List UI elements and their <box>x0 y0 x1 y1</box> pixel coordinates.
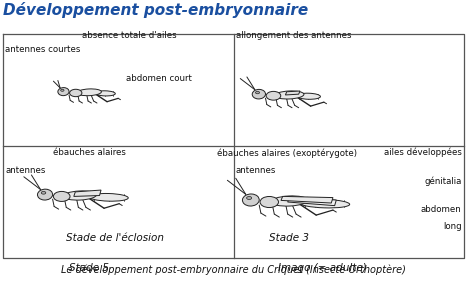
Ellipse shape <box>89 194 128 201</box>
Ellipse shape <box>41 191 46 194</box>
Ellipse shape <box>61 89 64 91</box>
Ellipse shape <box>53 191 70 201</box>
Ellipse shape <box>70 89 82 97</box>
Text: abdomen court: abdomen court <box>127 74 192 83</box>
Polygon shape <box>281 196 333 203</box>
Text: abdomen: abdomen <box>421 205 462 214</box>
Ellipse shape <box>95 91 115 96</box>
Ellipse shape <box>252 89 266 99</box>
Polygon shape <box>285 91 300 95</box>
Text: Développement post-embryonnaire: Développement post-embryonnaire <box>3 2 308 18</box>
Text: antennes courtes: antennes courtes <box>5 46 81 55</box>
Polygon shape <box>288 198 336 206</box>
Polygon shape <box>74 190 101 196</box>
Ellipse shape <box>37 189 53 200</box>
Text: Imago (= adulte): Imago (= adulte) <box>277 263 366 273</box>
Text: ébauches alaires (exoptérygote): ébauches alaires (exoptérygote) <box>217 149 357 158</box>
Text: ébauches alaires: ébauches alaires <box>53 148 126 157</box>
Ellipse shape <box>266 91 281 100</box>
Text: antennes: antennes <box>236 166 276 175</box>
Ellipse shape <box>260 196 278 208</box>
Text: Stade 5: Stade 5 <box>69 263 109 273</box>
Ellipse shape <box>297 93 320 99</box>
Ellipse shape <box>63 191 97 200</box>
Text: génitalia: génitalia <box>425 177 462 186</box>
Text: Le développement post-embryonnaire du Criquet (Insecte Orthoptère): Le développement post-embryonnaire du Cr… <box>61 265 406 275</box>
Text: absence totale d'ailes: absence totale d'ailes <box>82 31 177 40</box>
Ellipse shape <box>247 196 252 200</box>
Text: Stade de l'éclosion: Stade de l'éclosion <box>66 233 164 243</box>
Text: long: long <box>443 222 462 231</box>
Text: allongement des antennes: allongement des antennes <box>236 31 351 40</box>
Text: Stade 3: Stade 3 <box>269 233 309 243</box>
Ellipse shape <box>255 91 260 94</box>
Text: ailes développées: ailes développées <box>384 148 462 157</box>
Ellipse shape <box>58 88 69 96</box>
Ellipse shape <box>271 196 308 206</box>
Ellipse shape <box>275 91 304 99</box>
Text: antennes: antennes <box>5 166 46 175</box>
Ellipse shape <box>299 199 350 208</box>
Ellipse shape <box>242 194 259 206</box>
Ellipse shape <box>77 89 101 96</box>
